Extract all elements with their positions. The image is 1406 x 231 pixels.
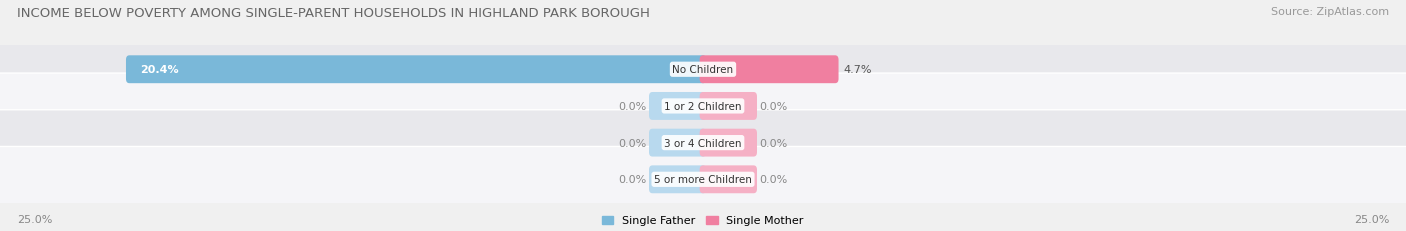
Text: No Children: No Children xyxy=(672,65,734,75)
FancyBboxPatch shape xyxy=(650,93,706,120)
FancyBboxPatch shape xyxy=(0,37,1406,103)
FancyBboxPatch shape xyxy=(0,147,1406,212)
Text: 0.0%: 0.0% xyxy=(759,101,787,111)
FancyBboxPatch shape xyxy=(650,129,706,157)
Legend: Single Father, Single Mother: Single Father, Single Mother xyxy=(602,216,804,225)
Text: 0.0%: 0.0% xyxy=(619,138,647,148)
Text: 25.0%: 25.0% xyxy=(1354,214,1389,225)
Text: 3 or 4 Children: 3 or 4 Children xyxy=(664,138,742,148)
Text: 5 or more Children: 5 or more Children xyxy=(654,175,752,185)
Text: 25.0%: 25.0% xyxy=(17,214,52,225)
Text: 0.0%: 0.0% xyxy=(759,175,787,185)
Text: Source: ZipAtlas.com: Source: ZipAtlas.com xyxy=(1271,7,1389,17)
FancyBboxPatch shape xyxy=(700,93,756,120)
Text: 0.0%: 0.0% xyxy=(759,138,787,148)
Text: 4.7%: 4.7% xyxy=(844,65,872,75)
FancyBboxPatch shape xyxy=(127,56,706,84)
Text: 0.0%: 0.0% xyxy=(619,101,647,111)
FancyBboxPatch shape xyxy=(0,74,1406,139)
Text: 0.0%: 0.0% xyxy=(619,175,647,185)
FancyBboxPatch shape xyxy=(700,166,756,193)
FancyBboxPatch shape xyxy=(0,110,1406,176)
Text: 20.4%: 20.4% xyxy=(141,65,179,75)
FancyBboxPatch shape xyxy=(700,56,838,84)
Text: INCOME BELOW POVERTY AMONG SINGLE-PARENT HOUSEHOLDS IN HIGHLAND PARK BOROUGH: INCOME BELOW POVERTY AMONG SINGLE-PARENT… xyxy=(17,7,650,20)
FancyBboxPatch shape xyxy=(700,129,756,157)
FancyBboxPatch shape xyxy=(650,166,706,193)
Text: 1 or 2 Children: 1 or 2 Children xyxy=(664,101,742,111)
